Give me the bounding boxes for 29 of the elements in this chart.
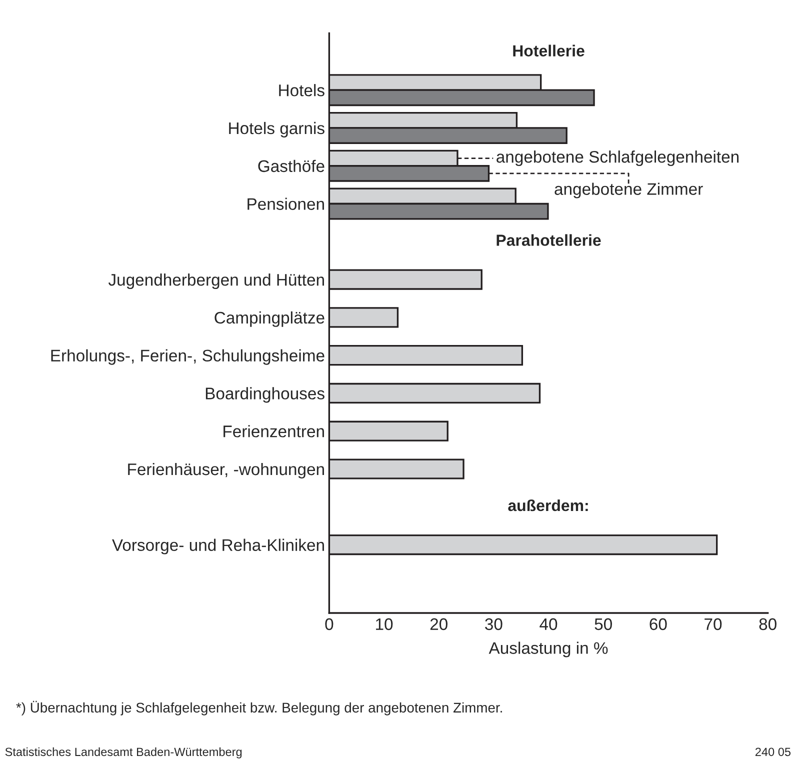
- annotation: Parahotellerie: [496, 234, 601, 246]
- x-axis-title: Auslastung in %: [488, 642, 608, 658]
- y-tick-label: Jugendherbergen und Hütten: [108, 274, 324, 290]
- y-tick-label: Pensionen: [248, 198, 324, 210]
- text: *) Übernachtung je Schlafgelegenheit bzw. Belegung der angebotenen Zimmer.: [16, 700, 502, 716]
- y-tick-label: Ferienhäuser, -wohnungen: [128, 462, 324, 478]
- y-tick-label: Ferienzentren: [224, 425, 324, 438]
- text: 240 05: [756, 748, 791, 756]
- x-tick-label: 50: [594, 618, 612, 630]
- y-tick-label: Boardinghouses: [206, 387, 324, 403]
- y-tick-label: Vorsorge- und Reha-Kliniken: [112, 538, 324, 554]
- annotation: Hotellerie: [513, 44, 584, 56]
- x-tick-label: 30: [485, 618, 502, 630]
- y-tick-label: Hotels garnis: [229, 122, 324, 138]
- y-tick-label: Campingplätze: [214, 311, 324, 327]
- x-tick-label: 60: [650, 618, 667, 630]
- y-tick-label: Gasthöfe: [258, 160, 324, 172]
- series-label: angebotene Zimmer: [554, 182, 703, 198]
- y-tick-label: Hotels: [279, 84, 324, 96]
- x-tick-label: 0: [325, 618, 334, 630]
- x-tick-label: 40: [540, 618, 558, 630]
- y-tick-label: Erholungs-, Ferien-, Schulungsheime: [51, 349, 324, 365]
- legend-label: angebotene Schlafgelegenheiten: [496, 150, 739, 166]
- x-tick-label: 80: [759, 618, 776, 630]
- x-tick-label: 70: [704, 618, 722, 630]
- x-tick-label: 10: [376, 618, 393, 630]
- x-tick-label: 20: [430, 618, 448, 630]
- annotation: außerdem:: [508, 499, 588, 512]
- text: Statistisches Landesamt Baden-Württemberg: [5, 747, 242, 758]
